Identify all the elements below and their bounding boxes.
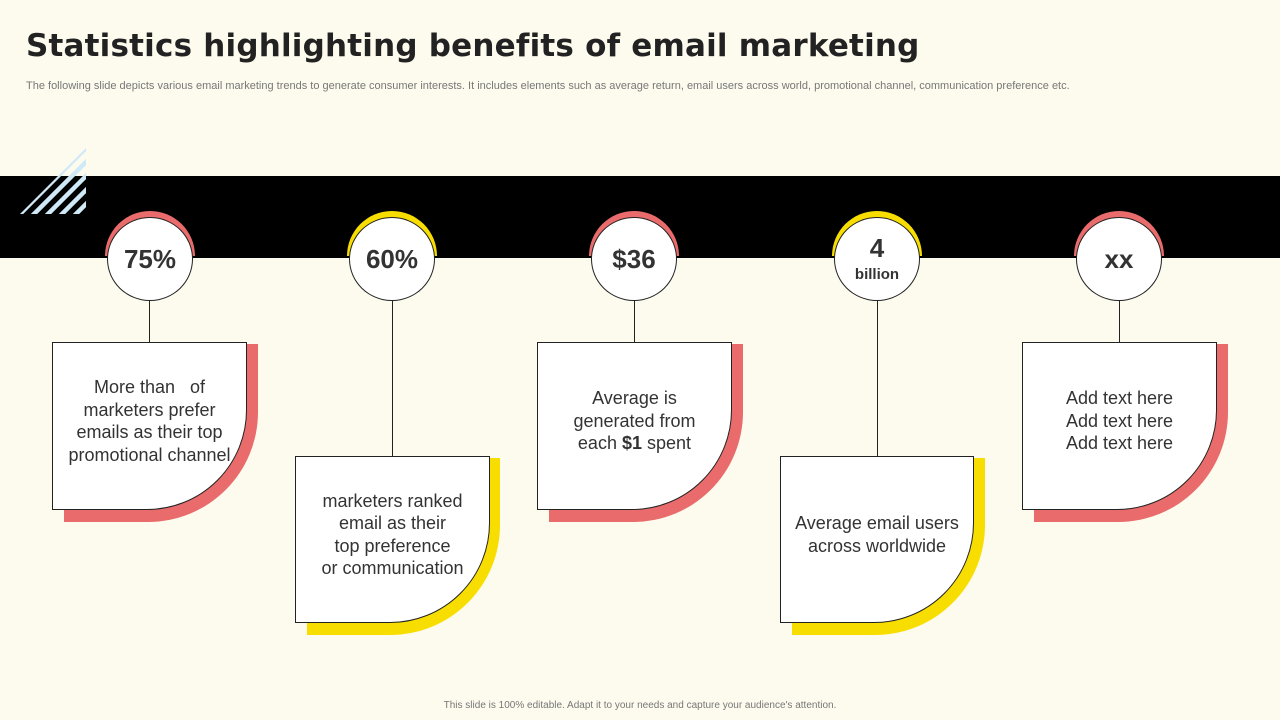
stat-circle-2: 60% bbox=[347, 211, 437, 301]
stat-description: Average email users across worldwide bbox=[795, 512, 959, 557]
stat-card-4: Average email users across worldwide bbox=[780, 456, 974, 623]
text-line: or communication bbox=[321, 558, 464, 578]
text-line: top preference bbox=[334, 535, 451, 556]
stat-card-5: Add text here Add text here Add text her… bbox=[1022, 342, 1217, 510]
stat-description: marketers ranked email as their top pref… bbox=[321, 490, 463, 580]
stat-circle-3: $36 bbox=[589, 211, 679, 301]
text-line: each $1 spent bbox=[577, 433, 692, 454]
stat-card-3: Average is generated from each $1 spent bbox=[537, 342, 732, 510]
slide-title: Statistics highlighting benefits of emai… bbox=[26, 28, 920, 64]
stat-value: 4 bbox=[869, 233, 885, 263]
text-line: Add text here bbox=[1065, 433, 1174, 454]
text-line: Add text here bbox=[1065, 388, 1174, 409]
stat-value: $36 bbox=[612, 244, 656, 274]
stat-card-1: More than of marketers prefer emails as … bbox=[52, 342, 247, 510]
connector-line bbox=[877, 300, 878, 457]
text-line: generated from bbox=[573, 410, 696, 431]
connector-line bbox=[392, 300, 393, 457]
connector-line bbox=[634, 300, 635, 343]
stat-description: Average is generated from each $1 spent bbox=[573, 387, 695, 455]
stat-description: More than of marketers prefer emails as … bbox=[68, 376, 230, 466]
stat-circle-5: xx bbox=[1074, 211, 1164, 301]
text-line: More than of bbox=[93, 377, 206, 397]
stat-value: xx bbox=[1104, 244, 1134, 274]
connector-line bbox=[1119, 300, 1120, 343]
diagonal-stripes-decoration bbox=[20, 148, 86, 214]
stat-unit: billion bbox=[854, 266, 900, 283]
text-line: Add text here bbox=[1065, 410, 1174, 431]
stat-value: 60% bbox=[365, 244, 419, 274]
text-line: promotional channel bbox=[68, 444, 231, 465]
text-line: Average is bbox=[592, 388, 677, 409]
text-line: marketers prefer bbox=[83, 399, 216, 420]
text-line: marketers ranked bbox=[322, 490, 463, 511]
stat-description: Add text here Add text here Add text her… bbox=[1066, 387, 1173, 455]
stat-circle-4: 4 billion bbox=[832, 211, 922, 301]
stat-circle-1: 75% bbox=[105, 211, 195, 301]
text-line: across worldwide bbox=[807, 535, 947, 556]
slide-subtitle: The following slide depicts various emai… bbox=[26, 80, 1070, 92]
stat-card-2: marketers ranked email as their top pref… bbox=[295, 456, 490, 623]
text-line: Average email users bbox=[795, 513, 959, 533]
text-line: emails as their top bbox=[76, 422, 223, 442]
text-line: email as their bbox=[338, 513, 447, 533]
connector-line bbox=[149, 300, 150, 343]
stat-value: 75% bbox=[123, 244, 177, 274]
slide-footer: This slide is 100% editable. Adapt it to… bbox=[443, 700, 837, 711]
